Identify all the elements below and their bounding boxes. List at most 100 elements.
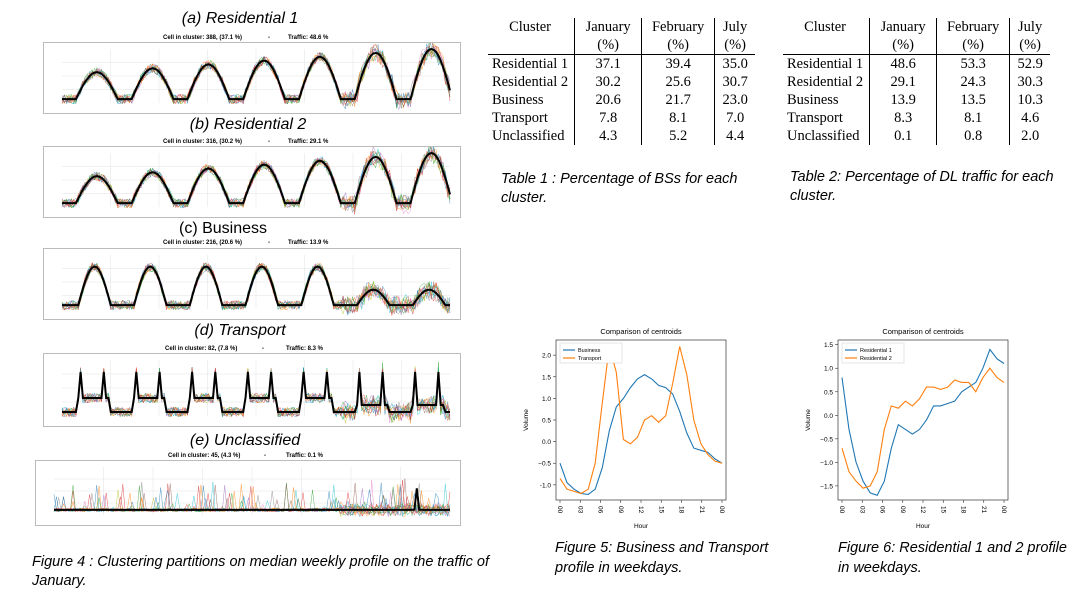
- table-2-col-february: February (%): [936, 18, 1010, 55]
- x-tick-label: 00: [838, 506, 845, 514]
- value-cell: 8.1: [641, 109, 715, 127]
- value-cell: 2.0: [1009, 127, 1051, 145]
- value-cell: 13.9: [869, 91, 937, 109]
- panel-b-plot: [43, 146, 461, 218]
- table1-row: Transport 7.8 8.1 7.0: [488, 109, 756, 127]
- panel-d-traffic: Traffic: 8.3 %: [286, 346, 324, 352]
- value-cell: 29.1: [869, 73, 937, 91]
- table-1: Cluster January (%) February (%) July (%…: [488, 18, 756, 145]
- panel-c-plot: [43, 248, 461, 320]
- value-cell: 4.3: [574, 127, 642, 145]
- y-tick-label: −1.0: [820, 460, 833, 467]
- x-tick-label: 03: [576, 506, 583, 514]
- table-1-col-cluster: Cluster: [488, 18, 575, 55]
- table2-row: Residential 1 48.6 53.3 52.9: [783, 54, 1051, 73]
- cluster-name-cell: Transport: [492, 110, 548, 126]
- figure-6-chart: Comparison of centroids 1.5 1.0 0.5 0.0 −0.5 −…: [805, 327, 1009, 530]
- value-cell: 7.8: [574, 109, 642, 127]
- y-tick-label: 1.5: [824, 342, 833, 349]
- y-axis-label: Volume: [805, 409, 812, 431]
- centroid-line: [54, 488, 450, 511]
- legend-label: Residential 1: [860, 348, 892, 354]
- panel-e-cells: Cell in cluster: 45, (4.3 %): [168, 453, 241, 459]
- panel-e-title: (e) Unclassified: [189, 432, 301, 449]
- x-axis-label: Hour: [916, 523, 931, 530]
- series-line-residential-1: [841, 348, 1005, 496]
- member-profile-line: [61, 149, 451, 215]
- value-cell: 35.0: [714, 54, 756, 73]
- legend: [559, 342, 623, 364]
- centroid-line: [62, 151, 451, 205]
- panel-e-plot: [35, 460, 461, 526]
- x-axis-label: Hour: [634, 523, 649, 530]
- panel-e-traffic: Traffic: 0.1 %: [286, 453, 324, 459]
- panel-c-sep: -: [268, 240, 270, 246]
- panel-a-sep: -: [268, 35, 270, 41]
- table-2-col-cluster: Cluster: [783, 18, 870, 55]
- value-cell: 0.1: [869, 127, 937, 145]
- table1-row: Unclassified 4.3 5.2 4.4: [488, 127, 756, 145]
- y-tick-label: −0.5: [538, 461, 551, 468]
- x-tick-label: 06: [879, 506, 886, 514]
- table-1-col-july: July (%): [714, 18, 756, 55]
- centroid-line: [62, 371, 450, 413]
- plot-frame: [837, 339, 1009, 501]
- y-tick-label: 0.0: [542, 439, 551, 446]
- value-cell: 52.9: [1009, 54, 1051, 73]
- x-tick-label: 15: [939, 506, 946, 514]
- y-axis-label: Volume: [523, 409, 530, 431]
- value-cell: 8.3: [869, 109, 937, 127]
- table-2-col-january: January (%): [869, 18, 937, 55]
- legend-label: Transport: [578, 356, 602, 362]
- series-line-business: [559, 373, 723, 495]
- table-2-header: Cluster January (%) February (%) July (%…: [783, 18, 1051, 55]
- y-tick-label: 1.0: [542, 396, 551, 403]
- x-tick-label: 09: [617, 506, 624, 514]
- centroid-line: [62, 265, 450, 307]
- figure-5-caption: Figure 5: Business and Transport profile…: [555, 540, 769, 576]
- panel-d-plot: [43, 353, 461, 427]
- y-tick-label: 2.0: [542, 353, 551, 360]
- panel-a-plot: [43, 42, 461, 114]
- cluster-name-cell: Residential 2: [492, 74, 569, 90]
- value-cell: 4.6: [1009, 109, 1051, 127]
- value-cell: 24.3: [936, 73, 1010, 91]
- x-tick-label: 18: [678, 506, 685, 514]
- value-cell: 5.2: [641, 127, 715, 145]
- table-2-col-july: July (%): [1009, 18, 1051, 55]
- member-profile-line: [61, 150, 451, 209]
- table1-row: Residential 1 37.1 39.4 35.0: [488, 54, 756, 73]
- panel-a-traffic: Traffic: 48.6 %: [288, 35, 329, 41]
- cluster-name-cell: Unclassified: [787, 128, 860, 144]
- value-cell: 48.6: [869, 54, 937, 73]
- x-tick-label: 21: [698, 506, 705, 514]
- chart-title: Comparison of centroids: [882, 327, 964, 336]
- value-cell: 7.0: [714, 109, 756, 127]
- value-cell: 30.3: [1009, 73, 1051, 91]
- x-tick-label: 00: [556, 506, 563, 514]
- table-1-col-february: February (%): [641, 18, 715, 55]
- value-cell: 39.4: [641, 54, 715, 73]
- value-cell: 25.6: [641, 73, 715, 91]
- value-cell: 53.3: [936, 54, 1010, 73]
- series-line-transport: [559, 346, 723, 495]
- x-tick-label: 06: [597, 506, 604, 514]
- figure-5-chart: Comparison of centroids -1.0 −0.5 0.0 0.5 1.0…: [523, 327, 727, 530]
- panel-e-sep: -: [264, 453, 266, 459]
- value-cell: 4.4: [714, 127, 756, 145]
- value-cell: 21.7: [641, 91, 715, 109]
- panel-a-cells: Cell in cluster: 388, (37.1 %): [163, 35, 243, 41]
- value-cell: 8.1: [936, 109, 1010, 127]
- value-cell: 10.3: [1009, 91, 1051, 109]
- panel-c-traffic: Traffic: 13.9 %: [288, 240, 329, 246]
- value-cell: 0.8: [936, 127, 1010, 145]
- value-cell: 13.5: [936, 91, 1010, 109]
- cluster-name-cell: Transport: [787, 110, 843, 126]
- panel-b-title: (b) Residential 2: [189, 116, 307, 133]
- figure-4-caption: Figure 4 : Clustering partitions on medi…: [32, 554, 489, 589]
- table-1-caption: Table 1 : Percentage of BSs for each clu…: [501, 171, 738, 206]
- x-tick-label: 15: [657, 506, 664, 514]
- cluster-name-cell: Business: [492, 92, 544, 108]
- centroid-line: [62, 47, 451, 101]
- legend: [841, 342, 905, 364]
